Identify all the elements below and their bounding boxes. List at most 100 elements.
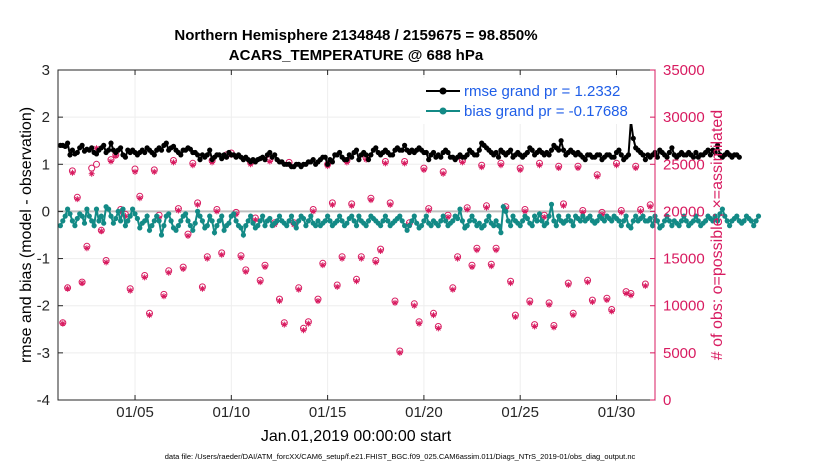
data-point	[127, 213, 133, 219]
assimilated-obs-point	[372, 259, 379, 266]
data-point	[305, 218, 311, 224]
assimilated-obs-point	[146, 312, 153, 319]
data-point	[683, 218, 689, 224]
data-point	[187, 223, 193, 229]
x-tick-label: 01/10	[213, 404, 251, 421]
assimilated-obs-point	[444, 214, 451, 221]
data-point	[368, 152, 374, 158]
data-point	[440, 213, 446, 219]
data-point	[534, 218, 540, 224]
assimilated-obs-point	[382, 160, 389, 167]
data-point	[621, 218, 627, 224]
assimilated-obs-point	[79, 280, 86, 287]
data-point	[197, 157, 203, 163]
data-point	[414, 220, 420, 226]
data-point	[351, 218, 357, 224]
data-point	[353, 223, 360, 229]
data-point	[582, 157, 588, 163]
assimilated-obs-point	[127, 287, 134, 294]
data-point	[72, 223, 78, 229]
data-point	[483, 218, 490, 224]
assimilated-obs-point	[103, 259, 110, 266]
data-point	[363, 223, 369, 229]
data-point	[185, 218, 191, 224]
data-point	[125, 218, 131, 224]
assimilated-obs-point	[502, 205, 509, 212]
data-point	[122, 154, 128, 160]
data-point	[238, 225, 244, 231]
assimilated-obs-point	[132, 168, 139, 175]
bias-series	[57, 201, 762, 239]
data-point	[204, 152, 210, 158]
assimilated-obs-point	[339, 255, 346, 262]
assimilated-obs-point	[194, 201, 201, 208]
data-point	[464, 223, 470, 229]
data-point	[402, 142, 408, 148]
data-point	[707, 152, 714, 158]
data-point	[113, 215, 119, 222]
assimilated-obs-point	[536, 162, 543, 169]
data-point	[508, 147, 514, 153]
data-point	[303, 223, 309, 229]
data-point	[344, 220, 350, 226]
data-point	[443, 218, 449, 224]
data-point	[257, 218, 263, 224]
data-point	[166, 211, 172, 217]
data-point	[262, 223, 268, 229]
data-point	[404, 227, 410, 233]
data-point	[597, 152, 603, 158]
data-point	[173, 227, 179, 233]
data-point	[276, 213, 283, 219]
data-point	[594, 218, 600, 224]
y-tick-label-left: 2	[42, 109, 50, 126]
data-point	[486, 213, 492, 219]
data-point	[508, 223, 514, 229]
data-point	[231, 211, 237, 217]
data-point	[558, 138, 564, 144]
data-point	[293, 225, 299, 231]
data-point	[459, 218, 465, 224]
data-point	[79, 142, 85, 148]
data-point	[158, 147, 165, 153]
assimilated-obs-point	[175, 207, 182, 214]
data-point	[399, 218, 405, 224]
data-point	[240, 232, 246, 238]
assimilated-obs-point	[276, 298, 283, 304]
data-point	[681, 213, 687, 219]
data-point	[666, 149, 673, 156]
data-point	[690, 218, 697, 224]
data-point	[195, 152, 201, 158]
assimilated-obs-point	[334, 283, 341, 290]
y-axis-label-right: # of obs: o=possible; ×=assimilated	[709, 110, 726, 360]
data-point	[556, 147, 562, 153]
data-point	[322, 154, 328, 160]
data-point	[79, 213, 85, 219]
data-point	[363, 152, 369, 158]
assimilated-obs-point	[218, 251, 225, 258]
data-point	[640, 213, 646, 219]
data-point	[146, 227, 153, 233]
data-point	[676, 223, 682, 229]
data-point	[500, 204, 506, 210]
assimilated-obs-point	[189, 162, 196, 169]
data-point	[755, 213, 762, 219]
assimilated-obs-point	[632, 165, 639, 172]
assimilated-obs-point	[546, 301, 553, 308]
tick-labels: 01/05 01/10 01/15 01/20 01/25 01/30 -4 -3 -2 -1 0 1…	[37, 62, 705, 421]
data-point	[503, 208, 509, 214]
data-point	[662, 218, 668, 224]
x-tick-label: 01/15	[309, 404, 347, 421]
assimilated-obs-point	[454, 255, 461, 262]
data-point	[703, 218, 709, 224]
data-point	[255, 223, 261, 229]
data-point	[98, 213, 104, 219]
data-point	[751, 223, 757, 229]
data-point	[69, 147, 75, 153]
assimilated-obs-point	[377, 248, 384, 255]
data-point	[471, 218, 478, 224]
data-point	[250, 220, 256, 226]
data-point	[62, 213, 68, 219]
data-point	[577, 218, 584, 224]
data-point	[695, 218, 701, 224]
assimilated-obs-point	[430, 312, 437, 319]
